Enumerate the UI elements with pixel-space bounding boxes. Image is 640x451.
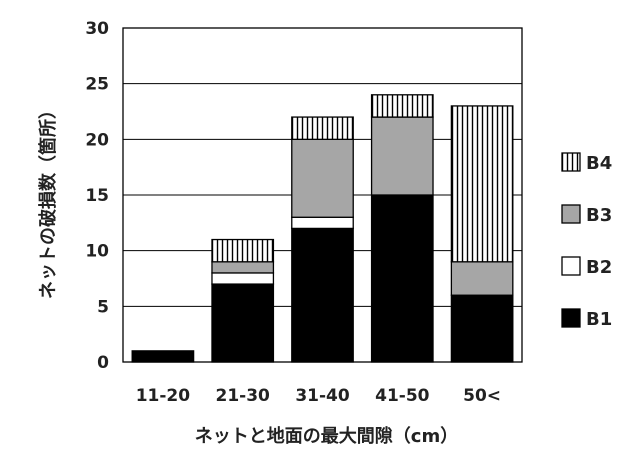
- legend-swatch-b1: [561, 308, 581, 328]
- y-tick-label: 5: [97, 297, 109, 317]
- bar-segment-b3-2: [291, 138, 354, 218]
- bar-segment-b1-3: [370, 194, 434, 363]
- bar-segment-b4-3: [370, 94, 434, 118]
- y-tick-label: 25: [85, 75, 109, 95]
- legend-label-b3: B3: [586, 205, 612, 226]
- y-tick-label: 10: [85, 242, 109, 262]
- bar-segment-b2-2: [291, 216, 354, 230]
- bar-segment-b3-4: [450, 261, 514, 296]
- y-tick-label: 0: [97, 353, 109, 373]
- bar-segment-b4-1: [211, 238, 275, 263]
- y-tick-label: 15: [85, 186, 109, 206]
- legend-swatch-b3: [561, 204, 581, 224]
- plot-area-frame: [122, 27, 523, 363]
- bar-segment-b1-0: [131, 350, 195, 363]
- bar-segment-b2-1: [211, 272, 275, 285]
- x-tick-label: 31-40: [295, 386, 350, 406]
- bar-segment-b1-2: [291, 227, 354, 363]
- legend-swatch-b4: [561, 152, 581, 172]
- x-tick-label: 41-50: [375, 386, 430, 406]
- bar-segment-b1-4: [450, 294, 514, 363]
- legend-swatch-b2: [561, 256, 581, 276]
- x-tick-label: 21-30: [216, 386, 271, 406]
- legend-label-b4: B4: [586, 153, 612, 174]
- x-tick-label: 11-20: [136, 386, 191, 406]
- bar-segment-b4-2: [291, 116, 354, 140]
- bar-segment-b4-4: [450, 105, 514, 263]
- x-axis-ticks: 11-20 21-30 31-40 41-50 50<: [136, 386, 501, 406]
- y-axis-title: ネットの破損数（箇所）: [37, 101, 59, 299]
- x-tick-label: 50<: [463, 386, 501, 406]
- y-axis-ticks: 0 5 10 15 20 25 30: [85, 19, 109, 373]
- legend-label-b1: B1: [586, 309, 612, 330]
- legend-label-b2: B2: [586, 257, 612, 278]
- legend: B4 B3 B2 B1: [561, 152, 612, 330]
- y-tick-label: 20: [85, 130, 109, 150]
- bar-segment-b3-1: [211, 261, 275, 274]
- y-tick-label: 30: [85, 19, 109, 39]
- bars: [131, 94, 514, 363]
- bar-segment-b1-1: [211, 283, 275, 363]
- bar-segment-b3-3: [370, 116, 434, 196]
- x-axis-title: ネットと地面の最大間隙（cm）: [195, 425, 458, 447]
